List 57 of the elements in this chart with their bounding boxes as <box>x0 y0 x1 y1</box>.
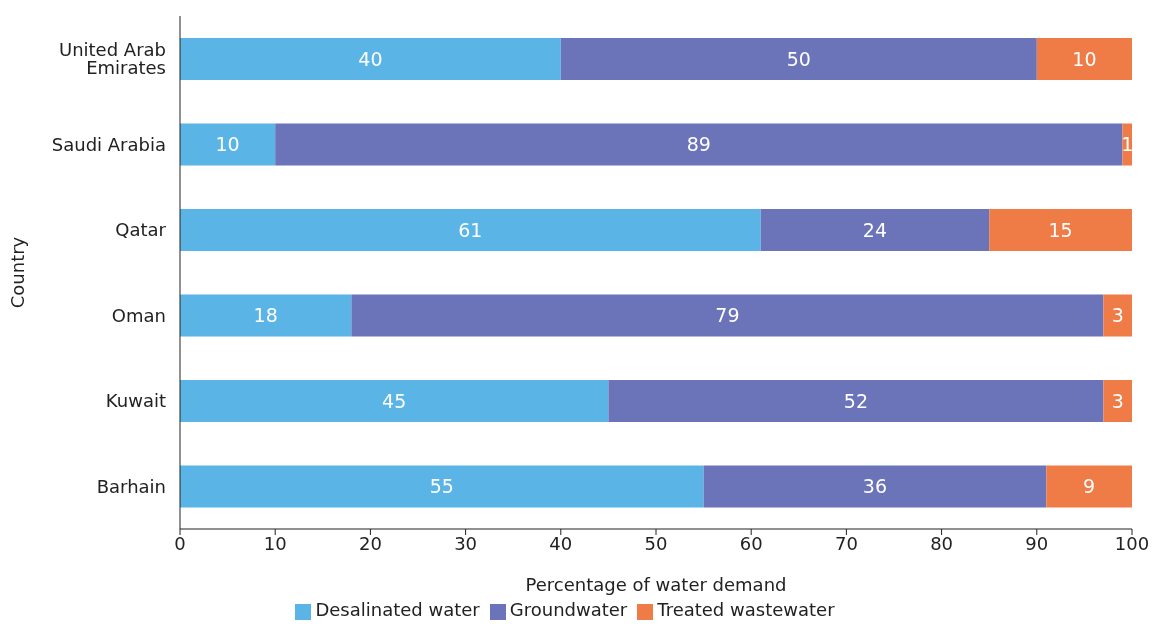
legend-label: Desalinated water <box>315 599 480 620</box>
x-tick-label: 60 <box>739 532 763 554</box>
y-tick-label: Saudi Arabia <box>51 133 166 155</box>
bar <box>351 294 1104 337</box>
bar <box>1103 380 1132 422</box>
bar <box>560 38 1037 80</box>
x-tick-label: 40 <box>549 532 573 554</box>
x-tick-label: 80 <box>930 532 954 554</box>
data-label: 15 <box>1048 218 1073 241</box>
data-label: 3 <box>1111 389 1124 412</box>
x-tick-label: 70 <box>834 532 858 554</box>
x-tick-label: 30 <box>454 532 478 554</box>
data-label: 10 <box>1072 47 1097 70</box>
bar <box>180 38 561 80</box>
x-tick-label: 0 <box>174 532 186 554</box>
y-tick-label: Oman <box>111 304 166 326</box>
data-label: 50 <box>786 47 811 70</box>
bar <box>608 380 1104 422</box>
y-tick-label: Barhain <box>96 475 166 497</box>
bar <box>1103 294 1132 337</box>
bar <box>760 209 990 251</box>
legend-label: Groundwater <box>509 599 628 620</box>
bar <box>180 380 609 422</box>
bar <box>180 465 704 508</box>
data-label: 18 <box>253 304 278 327</box>
x-axis-title: Percentage of water demand <box>525 574 787 595</box>
data-label: 45 <box>382 389 407 412</box>
y-axis-title: Country <box>7 236 29 309</box>
bar <box>180 209 761 251</box>
bar <box>275 123 1123 166</box>
data-label: 79 <box>715 304 740 327</box>
data-label: 24 <box>862 218 888 241</box>
data-label: 40 <box>358 47 383 70</box>
bar <box>1036 38 1132 80</box>
data-label: 9 <box>1083 475 1096 498</box>
x-tick-label: 20 <box>358 532 382 554</box>
x-tick-label: 10 <box>263 532 287 554</box>
legend-label: Treated wastewater <box>657 599 835 620</box>
bar <box>703 465 1047 508</box>
y-tick-label: United Arab Emirates <box>58 39 166 79</box>
y-tick-label: Qatar <box>115 219 167 241</box>
data-label: 55 <box>429 475 454 498</box>
bar <box>1046 465 1132 508</box>
data-label: 1 <box>1121 133 1134 156</box>
data-label: 61 <box>458 218 483 241</box>
x-tick-label: 100 <box>1114 532 1150 554</box>
data-label: 10 <box>215 133 240 156</box>
data-label: 89 <box>686 133 711 156</box>
bar <box>989 209 1132 251</box>
y-tick-label: Kuwait <box>105 390 166 412</box>
bar <box>180 123 276 166</box>
bar <box>180 294 352 337</box>
x-tick-label: 50 <box>644 532 668 554</box>
data-label: 52 <box>843 389 869 412</box>
data-label: 3 <box>1111 304 1124 327</box>
data-label: 36 <box>862 475 888 498</box>
x-tick-label: 90 <box>1025 532 1049 554</box>
